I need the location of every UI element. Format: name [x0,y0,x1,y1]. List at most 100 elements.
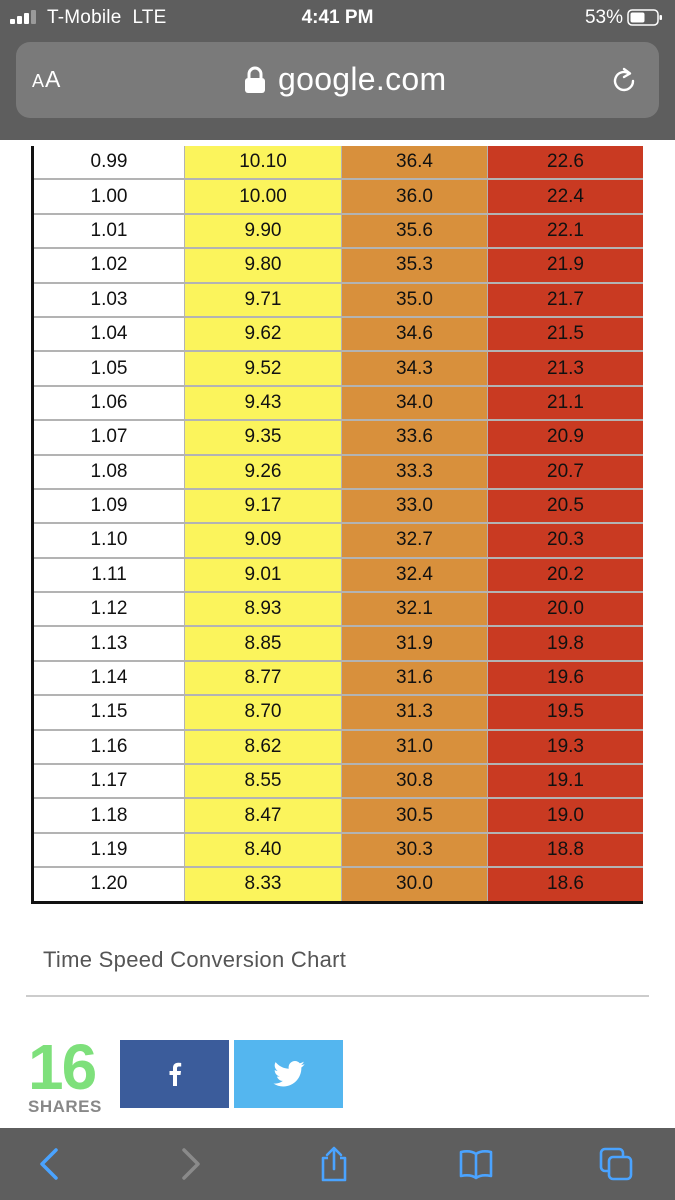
table-cell: 8.47 [184,798,342,834]
url-text[interactable]: google.com [278,61,447,97]
share-label: SHARES [28,1097,102,1116]
conversion-table: 0.99 10.10 36.4 22.6 1.00 10.00 36.0 22.4 1.01 9.… [31,146,643,904]
table-cell: 21.3 [487,351,643,387]
table-cell: 1.07 [32,420,185,456]
table-cell: 1.20 [32,867,185,904]
table-cell: 1.10 [32,523,185,559]
bookmarks-icon[interactable] [458,1146,494,1182]
table-cell: 1.04 [32,316,185,353]
table-cell: 18.6 [487,867,643,904]
table-cell: 1.16 [32,729,185,766]
table-row: 1.10 9.09 32.7 20.3 [32,523,643,559]
table-row: 0.99 10.10 36.4 22.6 [32,146,643,181]
table-cell: 1.03 [32,282,185,318]
reader-text-size-button[interactable]: AA [32,66,61,93]
table-row: 1.06 9.43 34.0 21.1 [32,385,643,422]
table-cell: 35.3 [341,248,488,284]
table-cell: 18.8 [487,832,643,869]
table-cell: 31.3 [341,695,488,731]
table-cell: 9.17 [184,488,342,525]
forward-icon[interactable] [172,1146,208,1182]
table-cell: 34.6 [341,316,488,353]
table-cell: 9.90 [184,213,342,250]
table-cell: 1.02 [32,248,185,284]
table-cell: 30.3 [341,832,488,869]
table-cell: 9.52 [184,351,342,387]
table-cell: 10.10 [184,146,342,181]
conversion-table-body: 0.99 10.10 36.4 22.6 1.00 10.00 36.0 22.4 1.01 9.… [32,146,643,904]
table-row: 1.13 8.85 31.9 19.8 [32,626,643,662]
table-row: 1.19 8.40 30.3 18.8 [32,832,643,869]
table-cell: 22.4 [487,179,643,215]
table-row: 1.20 8.33 30.0 18.6 [32,867,643,904]
table-cell: 33.0 [341,488,488,525]
table-cell: 19.3 [487,729,643,766]
table-cell: 8.55 [184,764,342,800]
table-cell: 1.13 [32,626,185,662]
network-type: LTE [132,7,167,28]
table-cell: 19.8 [487,626,643,662]
table-cell: 32.7 [341,523,488,559]
table-cell: 8.70 [184,695,342,731]
reader-label-a-small: A [32,71,46,91]
table-row: 1.00 10.00 36.0 22.4 [32,179,643,215]
facebook-share-button[interactable] [120,1040,229,1108]
table-cell: 10.00 [184,179,342,215]
table-row: 1.11 9.01 32.4 20.2 [32,557,643,594]
table-cell: 36.4 [341,146,488,181]
table-cell: 32.1 [341,592,488,628]
table-cell: 19.5 [487,695,643,731]
table-cell: 22.6 [487,146,643,181]
table-cell: 36.0 [341,179,488,215]
address-bar[interactable]: AA google.com [16,42,659,118]
table-cell: 35.0 [341,282,488,318]
table-cell: 9.43 [184,385,342,422]
table-cell: 20.5 [487,488,643,525]
table-cell: 1.18 [32,798,185,834]
share-icon[interactable] [316,1146,352,1182]
table-cell: 9.80 [184,248,342,284]
table-cell: 33.6 [341,420,488,456]
table-cell: 20.9 [487,420,643,456]
table-row: 1.02 9.80 35.3 21.9 [32,248,643,284]
table-cell: 19.1 [487,764,643,800]
table-cell: 1.05 [32,351,185,387]
table-row: 1.09 9.17 33.0 20.5 [32,488,643,525]
table-cell: 34.3 [341,351,488,387]
divider [26,995,649,997]
table-row: 1.08 9.26 33.3 20.7 [32,454,643,490]
facebook-icon [169,1062,181,1086]
table-cell: 1.15 [32,695,185,731]
table-cell: 8.77 [184,660,342,697]
table-cell: 35.6 [341,213,488,250]
carrier-name: T-Mobile [47,7,122,28]
table-cell: 21.5 [487,316,643,353]
table-cell: 8.40 [184,832,342,869]
table-cell: 9.35 [184,420,342,456]
table-row: 1.03 9.71 35.0 21.7 [32,282,643,318]
table-cell: 0.99 [32,146,185,181]
table-row: 1.16 8.62 31.0 19.3 [32,729,643,766]
table-cell: 21.9 [487,248,643,284]
browser-top-bar: T-Mobile LTE 4:41 PM 53% AA google.com [0,0,675,140]
twitter-share-button[interactable] [234,1040,343,1108]
table-cell: 9.26 [184,454,342,490]
battery-percentage: 53% [584,7,623,28]
back-icon[interactable] [32,1146,68,1182]
table-cell: 31.6 [341,660,488,697]
reload-icon[interactable] [609,66,639,96]
table-cell: 1.11 [32,557,185,594]
table-cell: 31.0 [341,729,488,766]
table-cell: 8.93 [184,592,342,628]
signal-strength-icon [10,10,36,24]
table-row: 1.04 9.62 34.6 21.5 [32,316,643,353]
table-cell: 20.0 [487,592,643,628]
table-cell: 19.6 [487,660,643,697]
table-row: 1.12 8.93 32.1 20.0 [32,592,643,628]
table-cell: 1.06 [32,385,185,422]
table-cell: 33.3 [341,454,488,490]
lock-icon [245,66,265,93]
tabs-icon[interactable] [598,1146,634,1182]
table-row: 1.18 8.47 30.5 19.0 [32,798,643,834]
